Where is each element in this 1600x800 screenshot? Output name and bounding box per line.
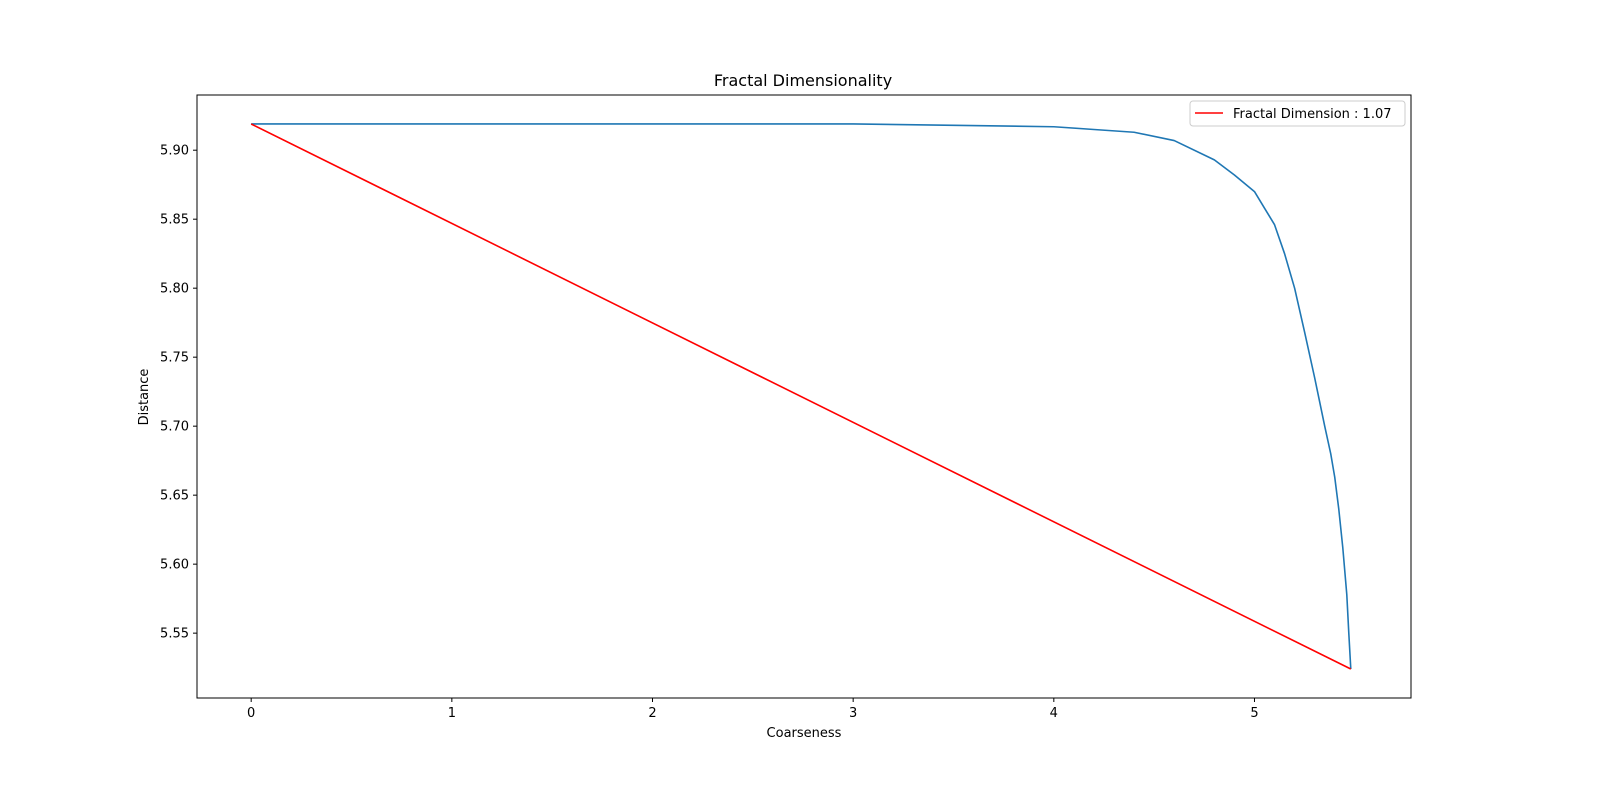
x-tick-label: 4 bbox=[1050, 706, 1058, 721]
y-tick-label: 5.60 bbox=[160, 558, 189, 573]
y-tick-label: 5.90 bbox=[160, 144, 189, 159]
y-tick-label: 5.85 bbox=[160, 213, 189, 228]
plot-area bbox=[250, 123, 1352, 670]
chart-title: Fractal Dimensionality bbox=[714, 71, 892, 90]
y-axis: 5.55 5.60 5.65 5.70 5.75 5.80 5.85 5.90 bbox=[160, 144, 197, 642]
x-tick-label: 3 bbox=[849, 706, 857, 721]
series-line-1 bbox=[250, 123, 1352, 670]
y-tick-label: 5.70 bbox=[160, 420, 189, 435]
x-tick-label: 0 bbox=[247, 706, 255, 721]
legend: Fractal Dimension : 1.07 bbox=[1189, 100, 1406, 127]
y-tick-label: 5.75 bbox=[160, 351, 189, 366]
series-line-0 bbox=[251, 123, 1352, 670]
axes-frame bbox=[196, 94, 1412, 699]
y-tick-label: 5.55 bbox=[160, 627, 189, 642]
x-tick-label: 2 bbox=[648, 706, 656, 721]
y-tick-label: 5.80 bbox=[160, 282, 189, 297]
x-axis: 0 1 2 3 4 5 bbox=[247, 698, 1259, 721]
legend-box bbox=[1189, 100, 1406, 127]
x-axis-label: Coarseness bbox=[767, 726, 842, 741]
y-axis-label: Distance bbox=[137, 369, 152, 426]
x-tick-label: 1 bbox=[448, 706, 456, 721]
legend-label: Fractal Dimension : 1.07 bbox=[1233, 107, 1392, 122]
x-tick-label: 5 bbox=[1250, 706, 1258, 721]
y-tick-label: 5.65 bbox=[160, 489, 189, 504]
